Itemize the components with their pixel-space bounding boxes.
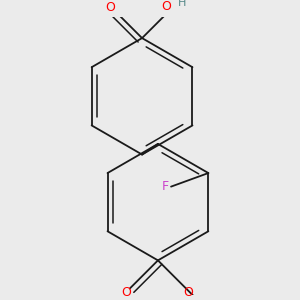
Text: H: H [178, 0, 186, 8]
Text: O: O [184, 286, 194, 299]
Text: O: O [121, 286, 131, 299]
Text: O: O [105, 1, 115, 14]
Text: O: O [162, 0, 172, 13]
Text: F: F [162, 180, 169, 193]
